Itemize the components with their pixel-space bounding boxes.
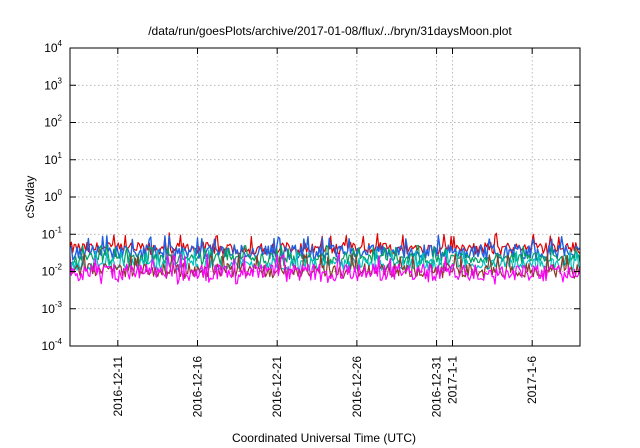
chart-title: /data/run/goesPlots/archive/2017-01-08/f… [148,24,512,38]
x-axis-label: Coordinated Universal Time (UTC) [232,431,416,445]
x-tick-label: 2017-1-1 [446,356,460,404]
y-tick-label: 104 [44,39,62,55]
x-tick-label: 2016-12-26 [350,356,364,418]
series-group [69,232,581,285]
y-tick-label: 10-1 [42,225,63,241]
series-line [69,253,581,279]
y-tick-label: 100 [44,188,62,204]
y-tick-label: 102 [44,114,62,130]
series-line [69,232,581,256]
series-line [69,234,581,261]
x-tick-label: 2016-12-16 [191,356,205,418]
y-tick-label: 103 [44,76,62,92]
y-tick-label: 10-3 [42,300,63,316]
x-tick-label: 2016-12-31 [430,356,444,418]
y-axis: 10-4 10-3 10-2 10-1 100 101 102 103 104 [42,39,580,353]
y-axis-label: cSv/day [23,176,37,219]
x-axis: 2016-12-11 2016-12-16 2016-12-21 2016-12-26… [111,48,539,417]
y-tick-label: 101 [44,151,62,167]
x-tick-label: 2017-1-6 [525,356,539,404]
grid [70,48,580,346]
x-tick-label: 2016-12-11 [111,356,125,417]
y-tick-label: 10-2 [42,263,63,279]
series-line [69,253,581,285]
series-line [69,248,581,272]
x-tick-label: 2016-12-21 [270,356,284,418]
y-tick-label: 10-4 [42,337,63,353]
